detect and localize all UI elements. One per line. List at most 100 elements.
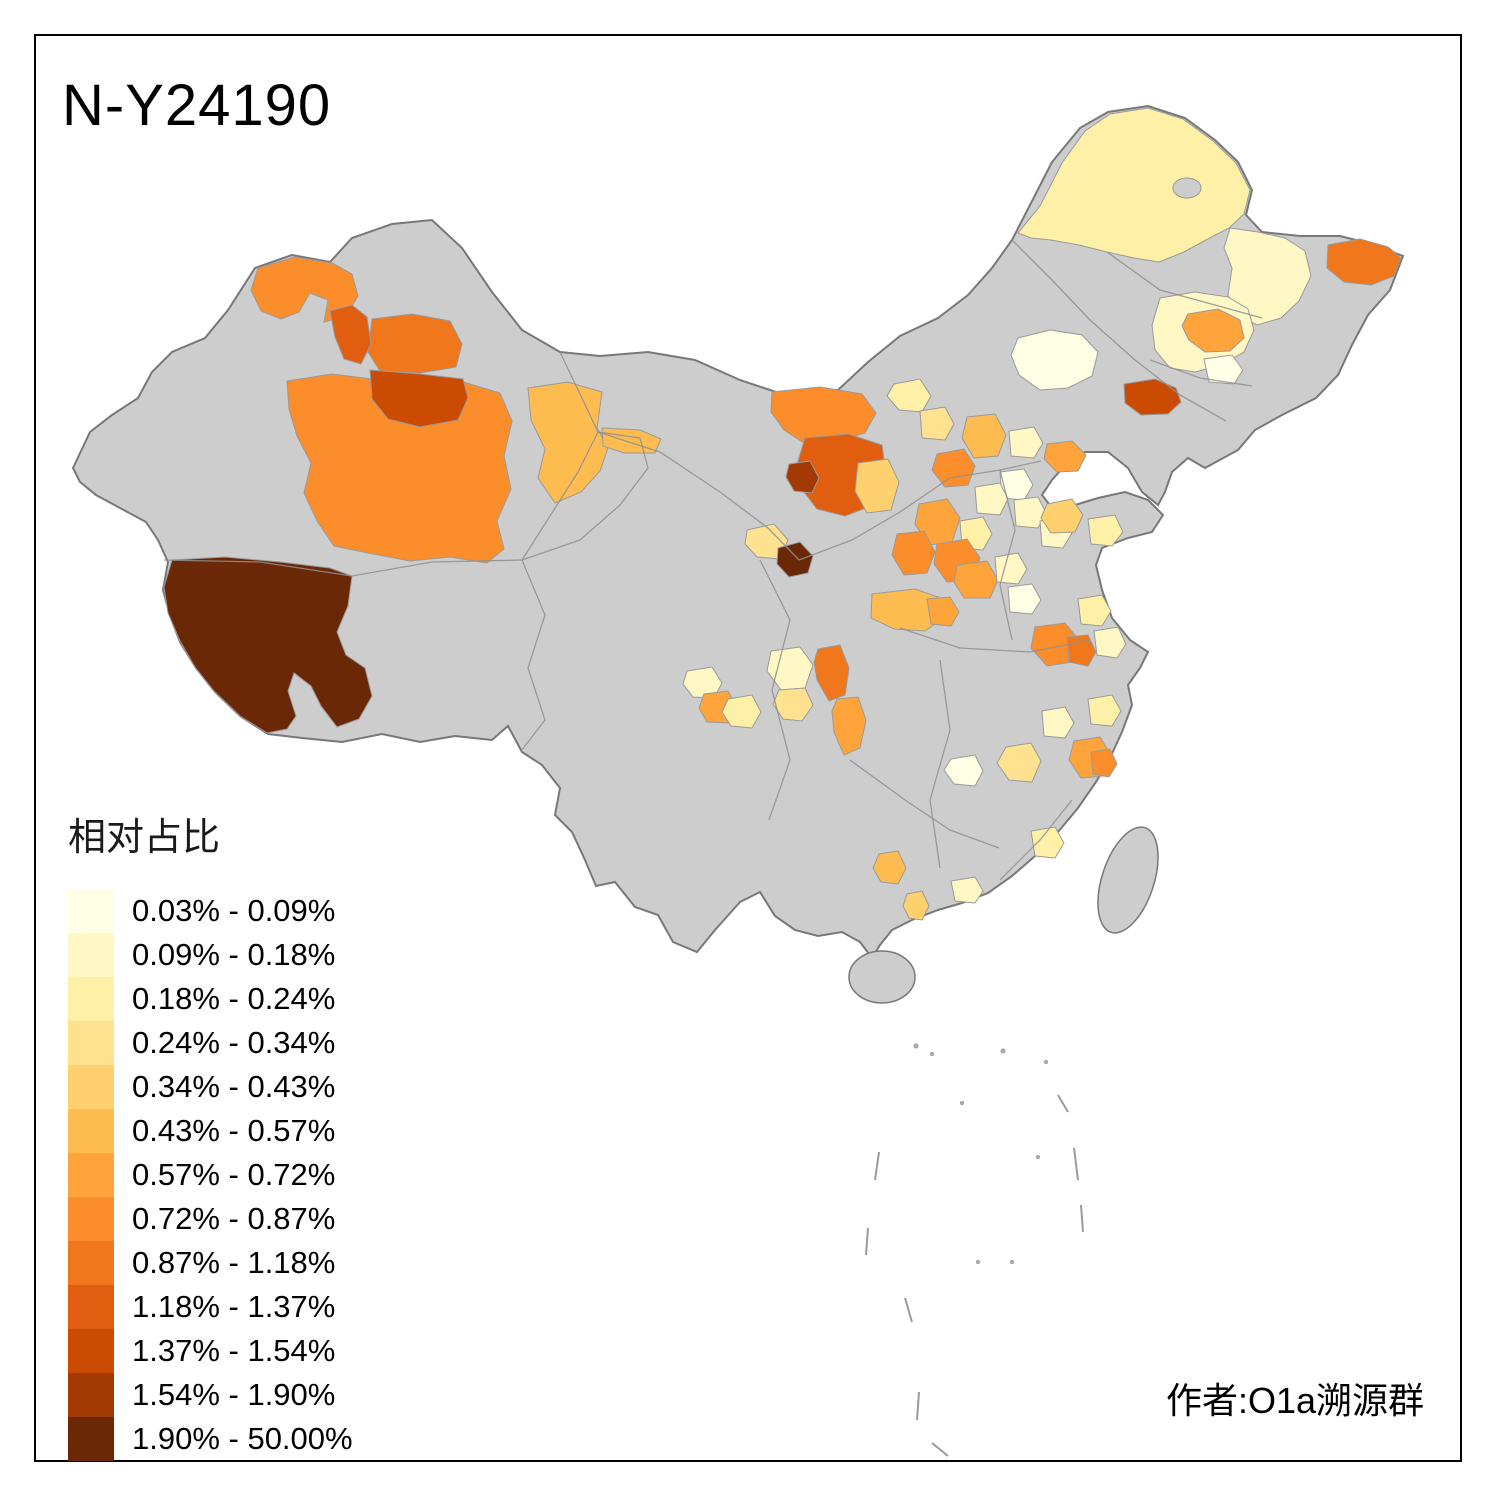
hainan-island <box>848 950 916 1004</box>
region-tongliao <box>1181 308 1245 353</box>
region-shandong-qingdao <box>1087 514 1124 547</box>
legend-label: 0.34% - 0.43% <box>132 1069 336 1104</box>
legend-item: 0.87% - 1.18% <box>68 1241 353 1285</box>
region-beijing-tangshan <box>1043 440 1087 473</box>
legend-label: 0.43% - 0.57% <box>132 1113 336 1148</box>
region-jiangsu-pale-2 <box>1093 626 1127 659</box>
legend-swatch <box>68 1373 114 1417</box>
legend-item: 0.24% - 0.34% <box>68 1021 353 1065</box>
region-jiangsu-pale-1 <box>1077 594 1112 627</box>
region-beijing-pale <box>1008 426 1044 459</box>
region-jiamusi <box>1326 238 1402 286</box>
region-guangxi-nanning <box>902 890 930 921</box>
legend-label: 1.90% - 50.00% <box>132 1421 353 1456</box>
region-sichuan-yellow <box>772 687 814 722</box>
region-tibet-west <box>163 556 373 734</box>
legend-items: 0.03% - 0.09% 0.09% - 0.18% 0.18% - 0.24… <box>68 889 353 1461</box>
region-im-chifeng <box>961 413 1007 459</box>
legend-item: 0.18% - 0.24% <box>68 977 353 1021</box>
nine-dash-segment <box>931 1442 949 1457</box>
legend-swatch <box>68 1241 114 1285</box>
legend-swatch <box>68 977 114 1021</box>
region-im-xingan <box>1010 329 1099 391</box>
province-border-line <box>597 431 800 561</box>
legend-item: 0.34% - 0.43% <box>68 1065 353 1109</box>
nine-dash-segment <box>916 1391 920 1421</box>
region-heilongjiang-main <box>1017 107 1251 263</box>
legend-item: 1.90% - 50.00% <box>68 1417 353 1461</box>
region-heilongjiang-east <box>1223 227 1312 326</box>
region-xinjiang-ili <box>250 256 359 323</box>
region-hubei-xiangyang <box>813 644 850 702</box>
nine-dash-segment <box>1073 1147 1079 1181</box>
region-shaanxi-yulin <box>854 458 900 514</box>
province-border-line <box>520 559 546 752</box>
region-sichuan-pale-2 <box>721 694 762 729</box>
province-border-line <box>1011 239 1227 422</box>
legend-swatch <box>68 1109 114 1153</box>
legend-swatch <box>68 933 114 977</box>
province-border-line <box>1106 251 1263 319</box>
region-guangdong-pale <box>1030 826 1065 859</box>
province-border-line <box>163 559 523 577</box>
legend-label: 1.18% - 1.37% <box>132 1289 336 1324</box>
legend-swatch <box>68 1065 114 1109</box>
province-border-line <box>1149 359 1253 387</box>
province-border-line <box>929 659 951 869</box>
province-border-line <box>999 799 1073 881</box>
province-border-line <box>798 460 1042 561</box>
chart-title: N-Y24190 <box>62 73 332 138</box>
legend-label: 1.37% - 1.54% <box>132 1333 336 1368</box>
region-zhejiang-pale <box>1087 694 1122 727</box>
legend-item: 0.09% - 0.18% <box>68 933 353 977</box>
region-xinjiang-changji <box>367 313 463 374</box>
region-no-data-hole <box>1172 177 1202 199</box>
legend-swatch <box>68 1417 114 1461</box>
region-hunan-cream <box>943 754 984 787</box>
legend-label: 0.87% - 1.18% <box>132 1245 336 1280</box>
region-jilin-cream <box>1203 354 1244 385</box>
region-jiangxi-pale <box>1041 706 1075 739</box>
islands-group <box>848 826 1159 1004</box>
legend-item: 1.37% - 1.54% <box>68 1329 353 1373</box>
region-fujian-quanzhou <box>1090 748 1118 778</box>
legend-label: 0.24% - 0.34% <box>132 1025 336 1060</box>
taiwan-island <box>1097 826 1159 934</box>
region-hebei-pale-3 <box>974 482 1009 516</box>
colored-regions-group <box>163 107 1402 921</box>
region-jiangxi-yellow <box>996 742 1042 783</box>
province-border-line <box>849 759 1000 849</box>
legend-label: 0.03% - 0.09% <box>132 893 336 928</box>
south-china-sea-marks <box>865 1043 1084 1457</box>
region-shanxi-linfen <box>891 530 936 576</box>
legend-label: 1.54% - 1.90% <box>132 1377 336 1412</box>
legend-label: 0.57% - 0.72% <box>132 1157 336 1192</box>
region-xinjiang-turpan <box>369 369 469 428</box>
region-im-pale-2 <box>919 406 955 441</box>
region-weinan <box>926 596 960 627</box>
region-guangxi-liuzhou <box>872 850 907 885</box>
province-border-line <box>899 627 1091 653</box>
region-datong <box>931 448 976 488</box>
region-ningxia <box>785 460 820 494</box>
region-lanzhou <box>776 541 814 578</box>
legend-label: 0.18% - 0.24% <box>132 981 336 1016</box>
legend-swatch <box>68 1153 114 1197</box>
attribution: 作者:O1a溯源群 <box>1165 1380 1424 1421</box>
province-border-line <box>521 351 599 561</box>
legend-swatch <box>68 1329 114 1373</box>
nine-dash-segment <box>874 1151 880 1181</box>
region-henan-pale-2 <box>1007 583 1042 615</box>
region-chongqing <box>831 696 867 756</box>
legend-item: 1.54% - 1.90% <box>68 1373 353 1417</box>
legend-label: 0.09% - 0.18% <box>132 937 336 972</box>
nine-dash-segment <box>1080 1204 1084 1233</box>
legend-item: 1.18% - 1.37% <box>68 1285 353 1329</box>
legend-item: 0.72% - 0.87% <box>68 1197 353 1241</box>
region-henan-luoyang <box>953 560 999 599</box>
nine-dash-segment <box>904 1297 913 1323</box>
legend-item: 0.03% - 0.09% <box>68 889 353 933</box>
province-border-line <box>999 469 1016 641</box>
